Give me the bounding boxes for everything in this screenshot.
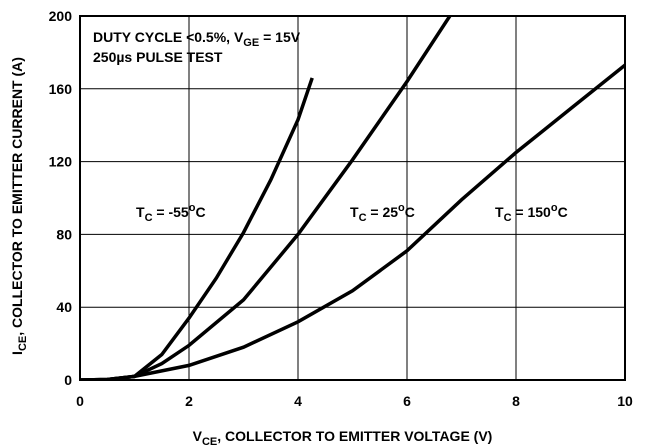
x-axis-label: VCE, COLLECTOR TO EMITTER VOLTAGE (V) [193,428,493,448]
x-axis-label-part: , COLLECTOR TO EMITTER VOLTAGE (V) [217,428,492,444]
annotation-part: 250µs PULSE TEST [93,49,223,65]
x-tick-label: 8 [512,393,520,409]
x-tick-label: 2 [185,393,193,409]
series-label-part: T [495,204,504,220]
series-label-part: C [405,204,415,220]
annotation-part: = 15V [259,29,301,45]
series-line [80,77,314,380]
x-axis-label-part: V [193,428,203,444]
y-axis-label-part: I [9,351,25,355]
series-line [80,63,625,380]
series-line [80,16,452,380]
series-label-part: C [558,204,568,220]
series-label-part: T [350,204,359,220]
x-tick-label: 4 [294,393,302,409]
series-label-part: C [195,204,205,220]
annotation-part: DUTY CYCLE <0.5%, V [93,29,244,45]
series-label-part: = 150 [512,204,552,220]
series-label-part: o [398,202,405,214]
series-label-part: T [136,204,145,220]
y-axis-label-part: CE [17,336,29,351]
y-tick-label: 0 [64,372,72,388]
series-label-part: C [359,212,367,224]
series-label-part: C [145,212,153,224]
plot-border [79,15,626,381]
series-label: TC = 25oC [350,202,415,224]
annotation: DUTY CYCLE <0.5%, VGE = 15V [93,29,301,49]
series-label-part: C [504,212,512,224]
series-label-part: = -55 [153,204,189,220]
annotation: 250µs PULSE TEST [93,49,223,65]
y-tick-label: 160 [49,81,73,97]
x-axis-label-part: CE [202,436,217,448]
series-label-part: o [551,202,558,214]
x-tick-label: 6 [403,393,411,409]
series-label: TC = 150oC [495,202,568,224]
y-tick-label: 200 [49,8,73,24]
x-tick-label: 0 [76,393,84,409]
y-tick-label: 120 [49,154,73,170]
series-label: TC = -55oC [136,202,206,224]
y-tick-label: 80 [56,226,72,242]
annotation-part: GE [243,37,259,49]
y-axis-label: ICE, COLLECTOR TO EMITTER CURRENT (A) [9,57,29,355]
y-axis-label-part: , COLLECTOR TO EMITTER CURRENT (A) [9,57,25,336]
series-label-part: o [189,202,196,214]
series-label-part: = 25 [367,204,399,220]
y-tick-label: 40 [56,299,72,315]
x-tick-label: 10 [617,393,633,409]
